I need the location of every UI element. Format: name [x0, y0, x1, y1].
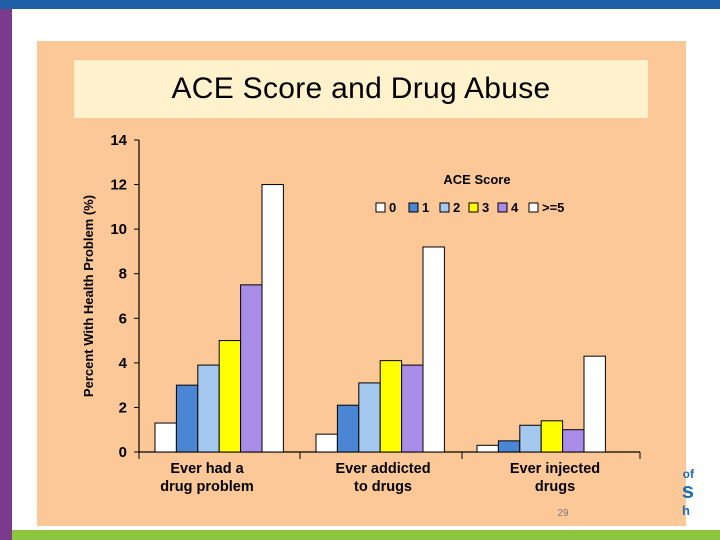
x-category-label: Ever injected	[510, 461, 600, 477]
y-tick-label: 2	[119, 399, 127, 416]
bottom-accent-band	[12, 530, 720, 540]
legend-entry-label: 2	[453, 200, 460, 215]
bar-series-0-cat-2	[476, 444, 499, 453]
y-tick-label: 0	[119, 444, 127, 461]
slide-number: 29	[557, 508, 569, 519]
x-category-label: Ever had a	[170, 461, 244, 477]
bar-series-4-cat-1	[401, 364, 424, 453]
y-tick-label: 8	[119, 266, 127, 283]
x-category-label: to drugs	[354, 479, 412, 495]
logo-fragment-h: h	[682, 503, 690, 518]
bar-series-3-cat-2	[540, 420, 564, 453]
legend-swatch	[439, 202, 450, 213]
bar-series-1-cat-0	[175, 384, 199, 453]
bar-series-1-cat-2	[497, 440, 521, 453]
bar-series-2-cat-0	[197, 364, 220, 453]
bar-series-1-cat-1	[336, 404, 360, 453]
legend-swatch	[375, 202, 386, 213]
x-category-label: Ever addicted	[335, 461, 430, 477]
bar-series-0-cat-1	[315, 433, 338, 453]
top-accent-band	[0, 0, 720, 9]
left-accent-band	[0, 9, 12, 540]
legend-swatch	[468, 202, 479, 213]
y-tick-label: 14	[110, 132, 127, 149]
y-tick-label: 10	[110, 221, 127, 238]
bar-series-gege5-cat-1	[422, 246, 445, 453]
bar-series-3-cat-1	[379, 360, 403, 453]
bar-series-2-cat-2	[519, 424, 542, 453]
y-tick-label: 6	[119, 310, 127, 327]
bar-series-2-cat-1	[358, 382, 381, 453]
legend-entry-label: 0	[389, 200, 396, 215]
legend-swatch	[408, 202, 419, 213]
legend-entry-label: 4	[511, 200, 519, 215]
bar-series-4-cat-2	[562, 429, 585, 453]
legend-swatch	[497, 202, 508, 213]
bar-series-4-cat-0	[240, 284, 263, 453]
legend-swatch	[528, 202, 539, 213]
x-category-label: drug problem	[160, 479, 253, 495]
chart-title: ACE Score and Drug Abuse	[171, 72, 551, 105]
bar-series-gege5-cat-2	[583, 355, 606, 453]
y-tick-label: 4	[119, 355, 128, 372]
legend-title: ACE Score	[443, 172, 510, 187]
x-category-label: drugs	[535, 479, 575, 495]
legend-entry-label: >=5	[542, 200, 564, 215]
bar-series-0-cat-0	[154, 422, 177, 453]
logo-fragment-s: s	[681, 478, 694, 503]
legend-entry-label: 1	[422, 200, 429, 215]
logo-fragment-of: of	[682, 467, 694, 481]
bar-series-gege5-cat-0	[261, 184, 284, 453]
legend-entry-label: 3	[482, 200, 489, 215]
y-axis-label: Percent With Health Problem (%)	[81, 195, 96, 397]
bar-series-3-cat-0	[218, 340, 242, 453]
title-box	[74, 60, 648, 118]
y-tick-label: 12	[110, 177, 127, 194]
